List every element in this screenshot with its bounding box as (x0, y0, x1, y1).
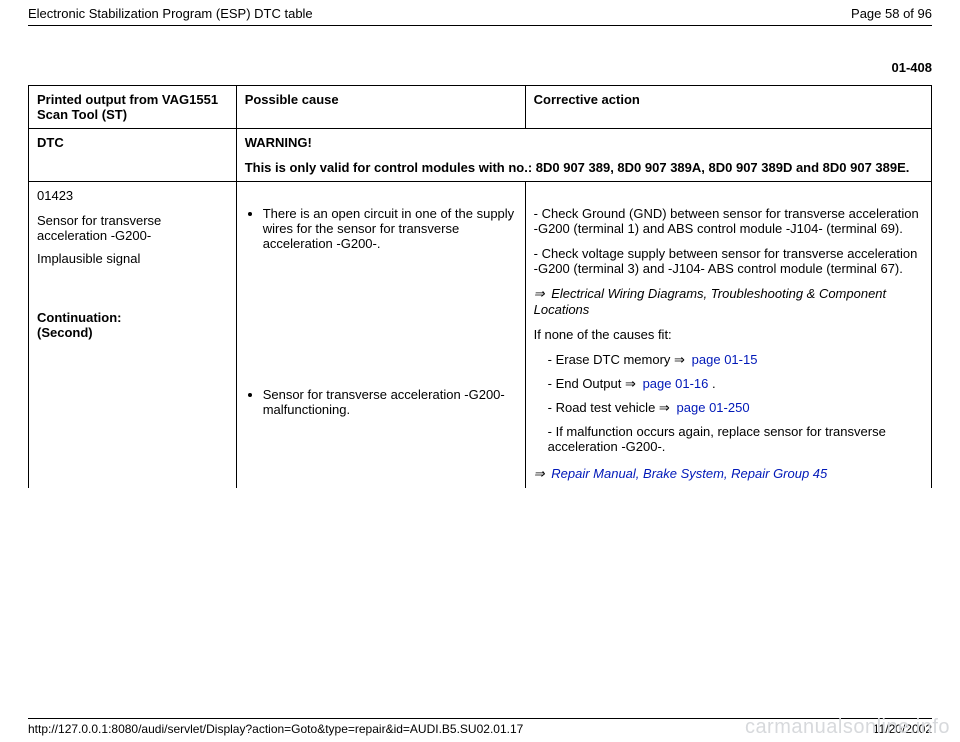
none-fit: If none of the causes fit: (534, 327, 923, 342)
cell-corrective-action: - Check Ground (GND) between sensor for … (525, 182, 931, 489)
arrow-icon: ⇒ (674, 352, 688, 368)
arrow-icon: ⇒ (625, 376, 639, 392)
erase-dtc-row: - Erase DTC memory ⇒ page 01-15 (548, 352, 923, 368)
road-test-row: - Road test vehicle ⇒ page 01-250 (548, 400, 923, 416)
cell-dtc-label: DTC (29, 129, 237, 182)
page-indicator: Page 58 of 96 (851, 6, 932, 21)
footer-date: 11/20/2002 (873, 722, 932, 736)
arrow-icon: ⇒ (659, 400, 673, 416)
cause-bullet-1: There is an open circuit in one of the s… (263, 206, 517, 251)
warning-text: This is only valid for control modules w… (245, 160, 923, 175)
sensor-line: Sensor for transverse acceleration -G200… (37, 213, 228, 243)
check-voltage: - Check voltage supply between sensor fo… (534, 246, 923, 276)
header-bar: Electronic Stabilization Program (ESP) D… (28, 0, 932, 26)
th-printed-output: Printed output from VAG1551 Scan Tool (S… (29, 86, 237, 129)
arrow-icon: ⇒ (534, 466, 548, 482)
continuation-value: (Second) (37, 325, 228, 340)
th-possible-cause: Possible cause (236, 86, 525, 129)
check-gnd: - Check Ground (GND) between sensor for … (534, 206, 923, 236)
footer-url: http://127.0.0.1:8080/audi/servlet/Displ… (28, 722, 523, 736)
doc-title: Electronic Stabilization Program (ESP) D… (28, 6, 313, 21)
cell-possible-cause: There is an open circuit in one of the s… (236, 182, 525, 489)
dtc-code: 01423 (37, 188, 228, 203)
link-page-01-250[interactable]: page 01-250 (673, 400, 750, 415)
cell-warning: WARNING! This is only valid for control … (236, 129, 931, 182)
section-number: 01-408 (28, 60, 932, 75)
link-page-01-15[interactable]: page 01-15 (688, 352, 757, 367)
dtc-table: Printed output from VAG1551 Scan Tool (S… (28, 85, 932, 488)
end-output-row: - End Output ⇒ page 01-16 . (548, 376, 923, 392)
th-corrective-action: Corrective action (525, 86, 931, 129)
repair-ref: ⇒ Repair Manual, Brake System, Repair Gr… (534, 466, 923, 482)
signal-line: Implausible signal (37, 251, 228, 266)
link-page-01-16[interactable]: page 01-16 (639, 376, 708, 391)
footer-bar: http://127.0.0.1:8080/audi/servlet/Displ… (28, 718, 932, 736)
cell-dtc-body: 01423 Sensor for transverse acceleration… (29, 182, 237, 489)
malfunction-row: - If malfunction occurs again, replace s… (548, 424, 923, 454)
link-repair-manual[interactable]: Repair Manual, Brake System, Repair Grou… (548, 466, 828, 481)
wiring-ref: ⇒ Electrical Wiring Diagrams, Troublesho… (534, 286, 923, 317)
warning-heading: WARNING! (245, 135, 923, 150)
cause-bullet-2: Sensor for transverse acceleration -G200… (263, 387, 517, 417)
arrow-icon: ⇒ (534, 286, 548, 302)
continuation-label: Continuation: (37, 310, 228, 325)
